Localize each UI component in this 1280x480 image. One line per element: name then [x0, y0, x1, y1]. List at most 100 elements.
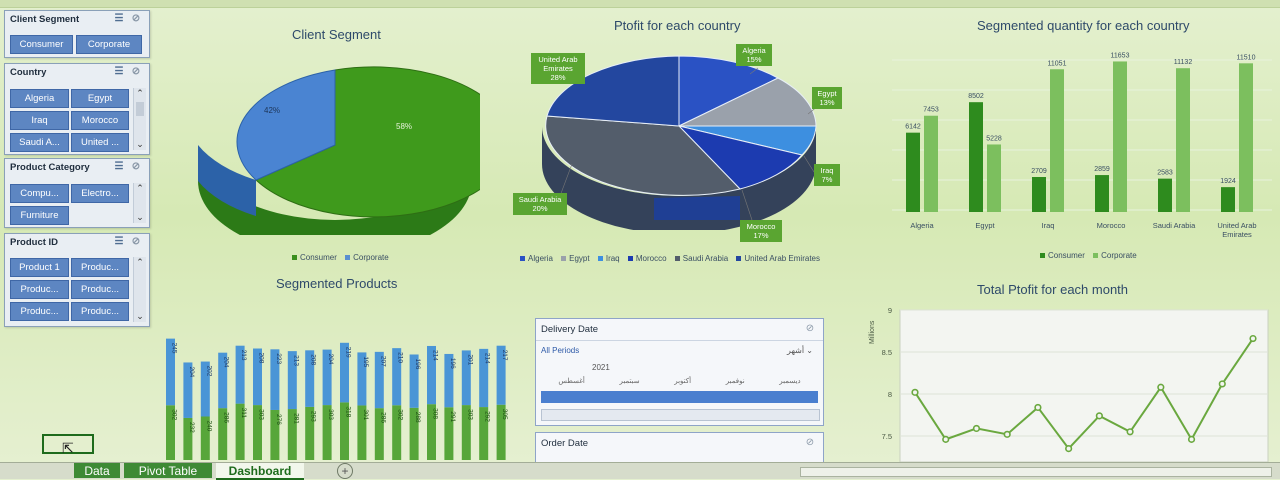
bar-segment-top[interactable] — [218, 352, 228, 409]
tab-dashboard[interactable]: Dashboard — [216, 463, 304, 480]
bar-segment-top[interactable] — [340, 342, 349, 403]
clear-filter-icon[interactable]: ⊘ — [131, 66, 141, 77]
bar-segment-top[interactable] — [409, 354, 419, 408]
bar-segment-bottom[interactable] — [374, 408, 384, 460]
multi-select-icon[interactable]: ☰ — [114, 66, 124, 77]
bar-segment-bottom[interactable] — [183, 417, 193, 460]
bar-corporate[interactable] — [1050, 69, 1064, 212]
timeline-month[interactable]: ديسمبر — [779, 378, 801, 385]
scroll-up-icon[interactable]: ⌃ — [136, 257, 144, 267]
scrollbar[interactable]: ⌃ ⌄ — [133, 183, 146, 223]
clear-filter-icon[interactable]: ⊘ — [805, 437, 815, 448]
bar-consumer[interactable] — [969, 102, 983, 212]
pie-slice-egypt[interactable] — [678, 77, 817, 127]
slicer-item[interactable]: Egypt — [71, 89, 129, 108]
bar-segment-top[interactable] — [235, 345, 245, 404]
bar-segment-bottom[interactable] — [357, 405, 367, 460]
bar-segment-bottom[interactable] — [200, 416, 210, 461]
bar-segment-top[interactable] — [461, 350, 471, 406]
bar-segment-top[interactable] — [270, 349, 280, 410]
bar-segment-bottom[interactable] — [253, 405, 262, 460]
bar-segment-bottom[interactable] — [166, 405, 175, 460]
bar-segment-top[interactable] — [427, 345, 436, 405]
scrollbar[interactable]: ⌃ ⌄ — [133, 257, 146, 322]
monthly-profit-line-chart[interactable]: 7.5 8 8.5 9 Millions — [864, 300, 1276, 462]
multi-select-icon[interactable]: ☰ — [114, 161, 124, 172]
slicer-item[interactable]: Produc... — [71, 302, 129, 321]
timeline-month[interactable]: سبتمبر — [619, 378, 640, 385]
bar-segment-top[interactable] — [357, 352, 367, 406]
timeline-month[interactable]: أغسطس — [558, 378, 585, 385]
bar-segment-bottom[interactable] — [322, 405, 332, 460]
time-level-dropdown[interactable]: أشهر ⌄ — [787, 346, 813, 355]
pie-slice-consumer[interactable] — [255, 66, 480, 218]
timeline-scrollbar[interactable] — [541, 409, 820, 421]
slicer-item[interactable]: Morocco — [71, 111, 129, 130]
scroll-up-icon[interactable]: ⌃ — [136, 88, 144, 98]
pie-slice-morocco[interactable] — [677, 125, 803, 190]
slicer-item[interactable]: Algeria — [10, 89, 69, 108]
bar-segment-top[interactable] — [496, 345, 506, 405]
pie-slice-uae[interactable] — [546, 55, 680, 127]
slicer-item[interactable]: Consumer — [10, 35, 73, 54]
bar-segment-bottom[interactable] — [305, 406, 315, 460]
bar-consumer[interactable] — [906, 132, 920, 212]
scroll-down-icon[interactable]: ⌄ — [136, 212, 144, 222]
scroll-down-icon[interactable]: ⌄ — [136, 311, 144, 321]
bar-segment-top[interactable] — [392, 348, 402, 406]
pie-slice-saudi-arabia[interactable] — [545, 115, 741, 196]
bar-segment-bottom[interactable] — [479, 407, 489, 460]
tab-data[interactable]: Data — [74, 463, 120, 478]
tab-pivot-table[interactable]: Pivot Table — [124, 463, 212, 478]
bar-segment-bottom[interactable] — [287, 409, 297, 460]
bar-corporate[interactable] — [1113, 61, 1127, 212]
slicer-item[interactable]: Produc... — [10, 280, 69, 299]
bar-segment-top[interactable] — [479, 348, 489, 408]
client-segment-pie[interactable]: 58% 42% — [190, 55, 480, 235]
clear-filter-icon[interactable]: ⊘ — [131, 161, 141, 172]
bar-segment-bottom[interactable] — [218, 408, 228, 460]
scroll-up-icon[interactable]: ⌃ — [136, 183, 144, 193]
timeline-month[interactable]: أكتوبر — [674, 378, 692, 385]
bar-corporate[interactable] — [1176, 68, 1190, 212]
slicer-item[interactable]: Produc... — [10, 302, 69, 321]
slicer-item[interactable]: Produc... — [71, 280, 129, 299]
quantity-bar-chart[interactable]: 6142 7453 Algeria 8502 5228 Egypt 2709 11051 Ira… — [892, 40, 1277, 250]
scroll-thumb[interactable] — [136, 102, 144, 116]
bar-consumer[interactable] — [1158, 178, 1172, 212]
bar-segment-top[interactable] — [374, 351, 384, 409]
horizontal-scrollbar[interactable] — [800, 467, 1272, 477]
bar-segment-top[interactable] — [444, 353, 454, 408]
country-profit-pie[interactable] — [532, 52, 832, 230]
multi-select-icon[interactable]: ☰ — [114, 13, 124, 24]
bar-segment-top[interactable] — [253, 348, 262, 406]
bar-segment-top[interactable] — [183, 362, 193, 418]
timeline-month[interactable]: نوفمبر — [725, 378, 745, 385]
bar-segment-bottom[interactable] — [270, 409, 280, 460]
bar-segment-bottom[interactable] — [235, 403, 245, 460]
bar-segment-top[interactable] — [287, 351, 297, 410]
multi-select-icon[interactable]: ☰ — [114, 236, 124, 247]
slicer-item[interactable]: Produc... — [71, 258, 129, 277]
slicer-item[interactable]: Electro... — [71, 184, 129, 203]
bar-segment-top[interactable] — [322, 349, 332, 406]
selected-cell[interactable] — [42, 434, 94, 454]
scroll-down-icon[interactable]: ⌄ — [136, 139, 144, 149]
slicer-item[interactable]: Corporate — [76, 35, 142, 54]
bar-consumer[interactable] — [1095, 175, 1109, 212]
clear-filter-icon[interactable]: ⊘ — [131, 13, 141, 24]
slicer-item[interactable]: Furniture — [10, 206, 69, 225]
bar-segment-bottom[interactable] — [444, 407, 454, 460]
bar-segment-bottom[interactable] — [340, 402, 349, 460]
slicer-item[interactable]: Compu... — [10, 184, 69, 203]
timeline-selection-bar[interactable] — [541, 391, 818, 403]
bar-segment-bottom[interactable] — [409, 407, 419, 460]
bar-corporate[interactable] — [987, 144, 1001, 212]
bar-segment-top[interactable] — [305, 350, 315, 407]
bar-segment-bottom[interactable] — [392, 405, 402, 460]
bar-corporate[interactable] — [1239, 63, 1253, 213]
bar-segment-bottom[interactable] — [461, 405, 471, 460]
bar-segment-top[interactable] — [200, 361, 210, 417]
slicer-item[interactable]: Saudi A... — [10, 133, 69, 152]
bar-consumer[interactable] — [1221, 187, 1235, 212]
